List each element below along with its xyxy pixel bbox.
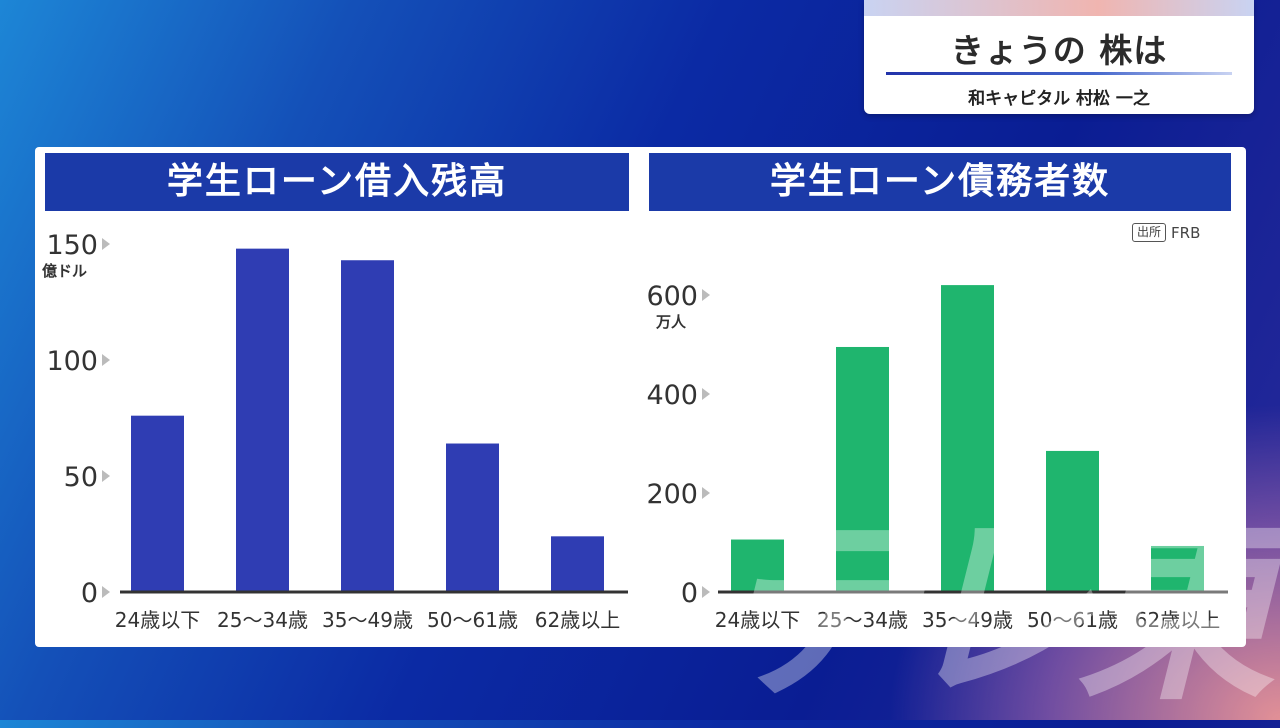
bar — [236, 248, 289, 592]
bar — [341, 260, 394, 592]
x-tick-label: 25〜34歳 — [217, 608, 308, 632]
source-tag: 出所 — [1132, 223, 1167, 242]
y-tick-arrow — [102, 586, 110, 598]
y-tick-arrow — [102, 238, 110, 250]
bar — [941, 285, 994, 592]
logo-divider — [886, 72, 1232, 75]
y-tick-arrow — [702, 289, 710, 301]
y-tick-label: 600 — [646, 281, 698, 312]
x-tick-label: 50〜61歳 — [427, 608, 518, 632]
commentator-name: 和キャピタル 村松 一之 — [968, 89, 1150, 109]
x-tick-label: 24歳以下 — [115, 608, 200, 632]
source-name: FRB — [1171, 223, 1201, 242]
y-tick-arrow — [702, 487, 710, 499]
bar — [446, 443, 499, 592]
x-tick-label: 62歳以上 — [535, 608, 620, 632]
bar — [836, 346, 889, 592]
y-tick-arrow — [102, 470, 110, 482]
x-tick-label: 35〜49歳 — [322, 608, 413, 632]
x-tick-label: 35〜49歳 — [922, 608, 1013, 632]
x-tick-label: 24歳以下 — [715, 608, 800, 632]
y-tick-label: 0 — [681, 578, 698, 609]
y-tick-label: 400 — [646, 380, 698, 411]
bar — [131, 415, 184, 592]
x-tick-label: 62歳以上 — [1135, 608, 1220, 632]
bar — [1151, 545, 1204, 592]
y-tick-label: 0 — [81, 578, 98, 609]
y-tick-label: 200 — [646, 479, 698, 510]
y-axis-unit: 万人 — [655, 313, 687, 331]
y-tick-arrow — [102, 354, 110, 366]
y-tick-label: 50 — [64, 462, 98, 493]
source-note: 出所 FRB — [1132, 223, 1200, 242]
y-tick-arrow — [702, 586, 710, 598]
bar — [731, 539, 784, 592]
bar — [551, 536, 604, 592]
y-tick-label: 100 — [46, 346, 98, 377]
program-title: きょうの 株は — [950, 31, 1168, 70]
chart-title-loan-balance: 学生ローン借入残高 — [45, 153, 629, 211]
logo-strip — [864, 0, 1254, 16]
x-tick-label: 25〜34歳 — [817, 608, 908, 632]
y-tick-arrow — [702, 388, 710, 400]
x-tick-label: 50〜61歳 — [1027, 608, 1118, 632]
program-logo: きょうの 株は 和キャピタル 村松 一之 — [864, 0, 1254, 114]
y-tick-label: 150 — [46, 230, 98, 261]
y-axis-unit: 億ドル — [42, 262, 87, 280]
chart-title-debtor-count: 学生ローン債務者数 — [649, 153, 1231, 211]
bar — [1046, 450, 1099, 592]
